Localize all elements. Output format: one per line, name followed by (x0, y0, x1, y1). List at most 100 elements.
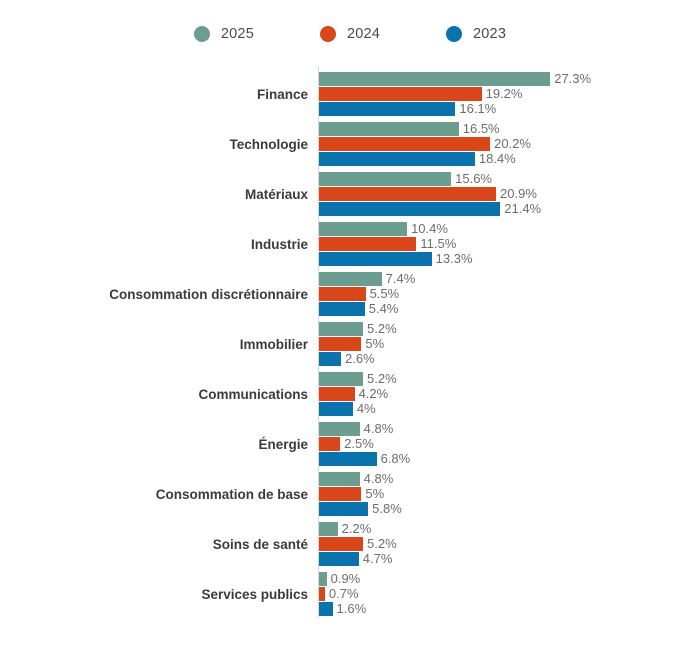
bar-2024-2[interactable] (319, 137, 491, 151)
bar-2025-3[interactable] (319, 172, 452, 186)
bar-row: 11.5% (319, 236, 700, 251)
category-label-1: Finance (256, 86, 308, 102)
bar-value-label: 4.2% (358, 386, 389, 401)
bar-2024-11[interactable] (319, 587, 325, 601)
bar-row: 19.2% (319, 86, 700, 101)
bar-row: 10.4% (319, 221, 700, 236)
bar-value-label: 4% (356, 401, 376, 416)
bar-value-label: 4.8% (363, 421, 394, 436)
bars-container: 5.2% 5% 2.6% (319, 321, 700, 366)
bar-2023-8[interactable] (319, 452, 377, 466)
bar-value-label: 11.5% (420, 236, 457, 251)
chart-legend: 2025 2024 2023 (0, 26, 700, 42)
category-label-6: Immobilier (239, 336, 308, 352)
bar-2024-6[interactable] (319, 337, 362, 351)
bar-row: 27.3% (319, 71, 700, 86)
bar-row: 2.6% (319, 351, 700, 366)
bar-2024-5[interactable] (319, 287, 366, 301)
bar-2025-2[interactable] (319, 122, 459, 136)
bar-group: Services publics 0.9% 0.7% 1.6% (0, 571, 700, 616)
bar-row: 2.5% (319, 436, 700, 451)
bars-container: 2.2% 5.2% 4.7% (319, 521, 700, 566)
bar-group: Technologie 16.5% 20.2% 18.4% (0, 121, 700, 166)
legend-item-2025[interactable]: 2025 (193, 26, 254, 42)
bars-container: 16.5% 20.2% 18.4% (319, 121, 700, 166)
bar-row: 5.2% (319, 536, 700, 551)
bar-2024-1[interactable] (319, 87, 482, 101)
bar-2023-10[interactable] (319, 552, 359, 566)
bar-row: 13.3% (319, 251, 700, 266)
bar-2023-1[interactable] (319, 102, 456, 116)
bar-value-label: 2.5% (344, 436, 374, 451)
bar-2025-11[interactable] (319, 572, 327, 586)
bar-2024-8[interactable] (319, 437, 341, 451)
bars-container: 5.2% 4.2% 4% (319, 371, 700, 416)
bar-row: 5.2% (319, 321, 700, 336)
category-label-9: Consommation de base (155, 486, 308, 502)
bar-row: 15.6% (319, 171, 700, 186)
legend-item-2024[interactable]: 2024 (319, 26, 381, 42)
plot-area: Finance 27.3% 19.2% 16.1% Technologie 16.5% 20… (0, 66, 700, 622)
bar-2025-5[interactable] (319, 272, 382, 286)
bar-2024-7[interactable] (319, 387, 355, 401)
bar-value-label: 5.4% (368, 301, 399, 316)
bar-2025-8[interactable] (319, 422, 360, 436)
bar-value-label: 18.4% (478, 151, 516, 166)
bar-value-label: 1.6% (336, 601, 367, 616)
bar-row: 16.1% (319, 101, 700, 116)
bar-value-label: 16.1% (459, 101, 497, 116)
bar-2024-9[interactable] (319, 487, 362, 501)
bar-2023-4[interactable] (319, 252, 432, 266)
bar-2024-3[interactable] (319, 187, 497, 201)
bar-2023-5[interactable] (319, 302, 365, 316)
bar-2023-6[interactable] (319, 352, 342, 366)
bar-row: 4% (319, 401, 700, 416)
bar-value-label: 5.2% (367, 321, 397, 336)
bar-2025-4[interactable] (319, 222, 408, 236)
category-label-10: Soins de santé (212, 536, 308, 552)
bar-2023-2[interactable] (319, 152, 475, 166)
category-label-8: Énergie (258, 436, 308, 452)
bar-2024-4[interactable] (319, 237, 417, 251)
category-label-7: Communications (198, 386, 308, 402)
bar-group: Énergie 4.8% 2.5% 6.8% (0, 421, 700, 466)
legend-label: 2024 (346, 26, 381, 42)
bar-value-label: 21.4% (504, 201, 542, 216)
bar-value-label: 5.5% (369, 286, 400, 301)
bar-2025-1[interactable] (319, 72, 551, 86)
bar-value-label: 10.4% (411, 221, 448, 236)
bar-group: Consommation de base 4.8% 5% 5.8% (0, 471, 700, 516)
bar-2023-7[interactable] (319, 402, 353, 416)
bar-group: Soins de santé 2.2% 5.2% 4.7% (0, 521, 700, 566)
bar-2024-10[interactable] (319, 537, 364, 551)
bar-2025-9[interactable] (319, 472, 360, 486)
bar-2023-11[interactable] (319, 602, 333, 616)
bar-value-label: 20.9% (500, 186, 537, 201)
category-label-11: Services publics (201, 586, 308, 602)
legend-item-2023[interactable]: 2023 (446, 26, 506, 42)
bars-container: 10.4% 11.5% 13.3% (319, 221, 700, 266)
category-label-2: Technologie (229, 136, 308, 152)
bar-value-label: 5.2% (367, 371, 397, 386)
bar-row: 7.4% (319, 271, 700, 286)
bar-2023-3[interactable] (319, 202, 501, 216)
bar-value-label: 0.7% (328, 586, 359, 601)
bar-row: 5.8% (319, 501, 700, 516)
bar-value-label: 27.3% (554, 71, 592, 86)
bar-row: 6.8% (319, 451, 700, 466)
bar-value-label: 19.2% (485, 86, 523, 101)
bars-container: 7.4% 5.5% 5.4% (319, 271, 700, 316)
bar-value-label: 20.2% (494, 136, 531, 151)
bar-2025-10[interactable] (319, 522, 338, 536)
bar-row: 16.5% (319, 121, 700, 136)
bar-row: 5% (319, 486, 700, 501)
bar-row: 20.9% (319, 186, 700, 201)
bar-group: Consommation discrétionnaire 7.4% 5.5% 5.4% (0, 271, 700, 316)
bar-row: 18.4% (319, 151, 700, 166)
category-label-5: Consommation discrétionnaire (109, 286, 308, 302)
bar-value-label: 7.4% (385, 271, 416, 286)
bar-2025-7[interactable] (319, 372, 364, 386)
bar-2025-6[interactable] (319, 322, 364, 336)
bar-2023-9[interactable] (319, 502, 369, 516)
bars-container: 4.8% 2.5% 6.8% (319, 421, 700, 466)
